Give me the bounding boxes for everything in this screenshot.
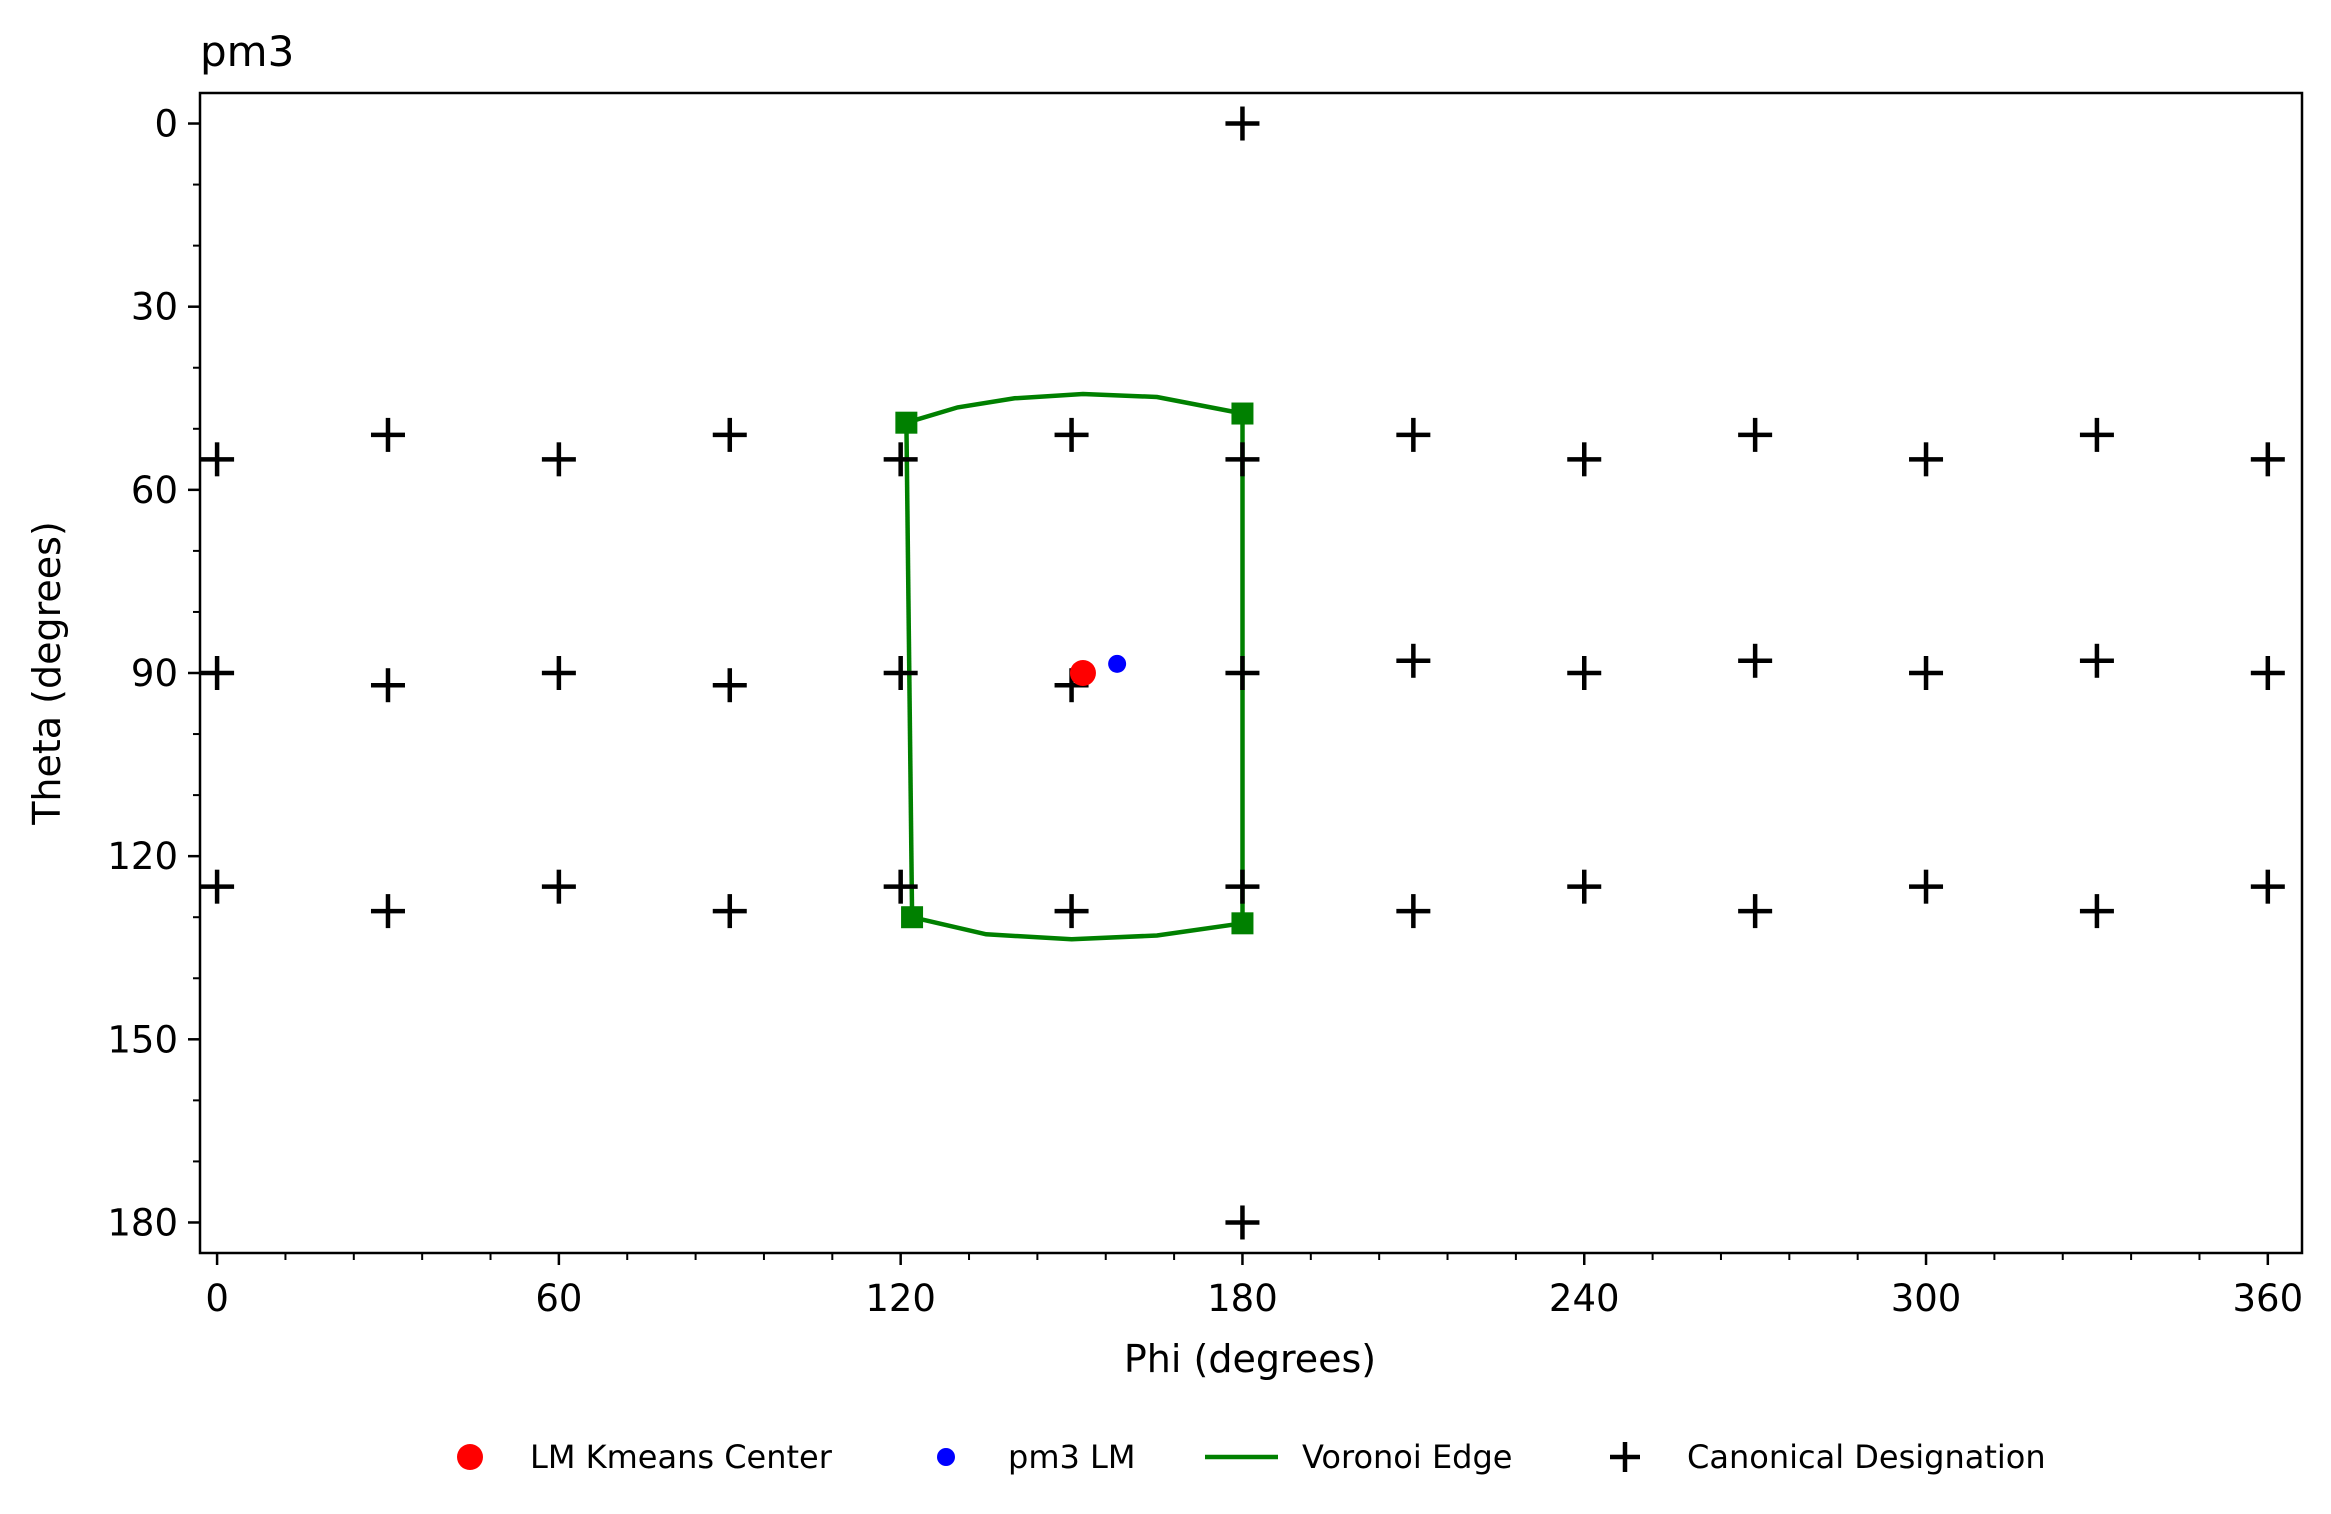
- canonical-marker: [1738, 417, 1773, 452]
- pm3-lm-point: [1108, 654, 1127, 673]
- legend-item: LM Kmeans Center: [457, 1438, 833, 1476]
- y-axis-label: Theta (degrees): [25, 521, 69, 826]
- voronoi-vertex: [895, 411, 918, 434]
- y-tick-label: 60: [131, 469, 178, 512]
- y-tick-label: 150: [107, 1018, 178, 1061]
- canonical-marker: [1567, 656, 1602, 690]
- canonical-marker: [370, 894, 405, 929]
- legend-item: pm3 LM: [937, 1438, 1135, 1476]
- x-tick-label: 360: [2233, 1277, 2304, 1320]
- legend: LM Kmeans Center pm3 LM Voronoi Edge Canoni…: [457, 1438, 2046, 1476]
- canonical-marker: [1225, 869, 1260, 904]
- legend-kmeans-marker: [457, 1444, 483, 1470]
- canonical-marker: [541, 656, 576, 690]
- canonical-marker: [541, 869, 576, 904]
- canonical-marker: [200, 442, 235, 477]
- canonical-marker: [712, 894, 747, 929]
- canonical-marker: [1054, 894, 1089, 929]
- canonical-marker: [1738, 643, 1773, 678]
- canonical-marker: [1225, 442, 1260, 477]
- canonical-marker: [541, 442, 576, 477]
- canonical-marker: [712, 417, 747, 452]
- canonical-marker: [1054, 417, 1089, 452]
- plot-area: [200, 106, 2285, 1240]
- voronoi-vertex: [1231, 402, 1254, 425]
- canonical-marker: [2250, 656, 2285, 690]
- canonical-marker: [712, 668, 747, 703]
- canonical-marker: [1225, 106, 1260, 141]
- canonical-marker: [1225, 656, 1260, 690]
- canonical-marker: [883, 869, 918, 904]
- y-tick-label: 180: [107, 1201, 178, 1244]
- canonical-marker: [883, 442, 918, 477]
- canonical-marker: [2079, 643, 2114, 678]
- canonical-marker: [2250, 442, 2285, 477]
- x-tick-label: 0: [205, 1277, 229, 1320]
- canonical-marker: [1567, 869, 1602, 904]
- canonical-marker: [1738, 894, 1773, 929]
- legend-label: Voronoi Edge: [1302, 1438, 1512, 1476]
- canonical-marker: [1909, 656, 1944, 690]
- x-tick-label: 240: [1549, 1277, 1620, 1320]
- canonical-marker: [370, 668, 405, 703]
- legend-item: Canonical Designation: [1610, 1438, 2046, 1476]
- canonical-marker: [1909, 442, 1944, 477]
- x-tick-label: 60: [535, 1277, 582, 1320]
- canonical-marker: [200, 656, 235, 690]
- canonical-marker: [2079, 417, 2114, 452]
- chart-title: pm3: [200, 27, 294, 76]
- canonical-marker: [2250, 869, 2285, 904]
- canonical-marker: [1396, 894, 1431, 929]
- voronoi-edge: [904, 422, 915, 918]
- x-tick-label: 120: [865, 1277, 936, 1320]
- legend-label: Canonical Designation: [1687, 1438, 2046, 1476]
- canonical-marker: [200, 869, 235, 904]
- x-axis-label: Phi (degrees): [1124, 1337, 1376, 1381]
- y-tick-label: 120: [107, 835, 178, 878]
- axes: 0 60 120 180 240 300 360 0 30 60 90 120 150 180: [107, 91, 2304, 1320]
- legend-lm-marker: [937, 1448, 955, 1466]
- canonical-marker: [1567, 442, 1602, 477]
- canonical-marker: [1909, 869, 1944, 904]
- voronoi-edge: [911, 915, 1243, 942]
- voronoi-edge: [905, 391, 1243, 425]
- canonical-marker: [2079, 894, 2114, 929]
- voronoi-vertex: [1231, 912, 1254, 935]
- voronoi-vertex: [901, 906, 924, 929]
- canonical-marker: [1225, 1205, 1260, 1240]
- x-tick-label: 180: [1207, 1277, 1278, 1320]
- legend-label: pm3 LM: [1008, 1438, 1135, 1476]
- canonical-marker: [883, 656, 918, 690]
- y-tick-label: 30: [131, 286, 178, 329]
- legend-label: LM Kmeans Center: [530, 1438, 833, 1476]
- y-tick-label: 90: [131, 652, 178, 695]
- x-tick-label: 300: [1891, 1277, 1962, 1320]
- canonical-marker: [1396, 643, 1431, 678]
- y-tick-label: 0: [154, 103, 178, 146]
- canonical-marker: [370, 417, 405, 452]
- legend-item: Voronoi Edge: [1205, 1438, 1512, 1476]
- kmeans-center-point: [1069, 660, 1096, 686]
- canonical-marker: [1396, 417, 1431, 452]
